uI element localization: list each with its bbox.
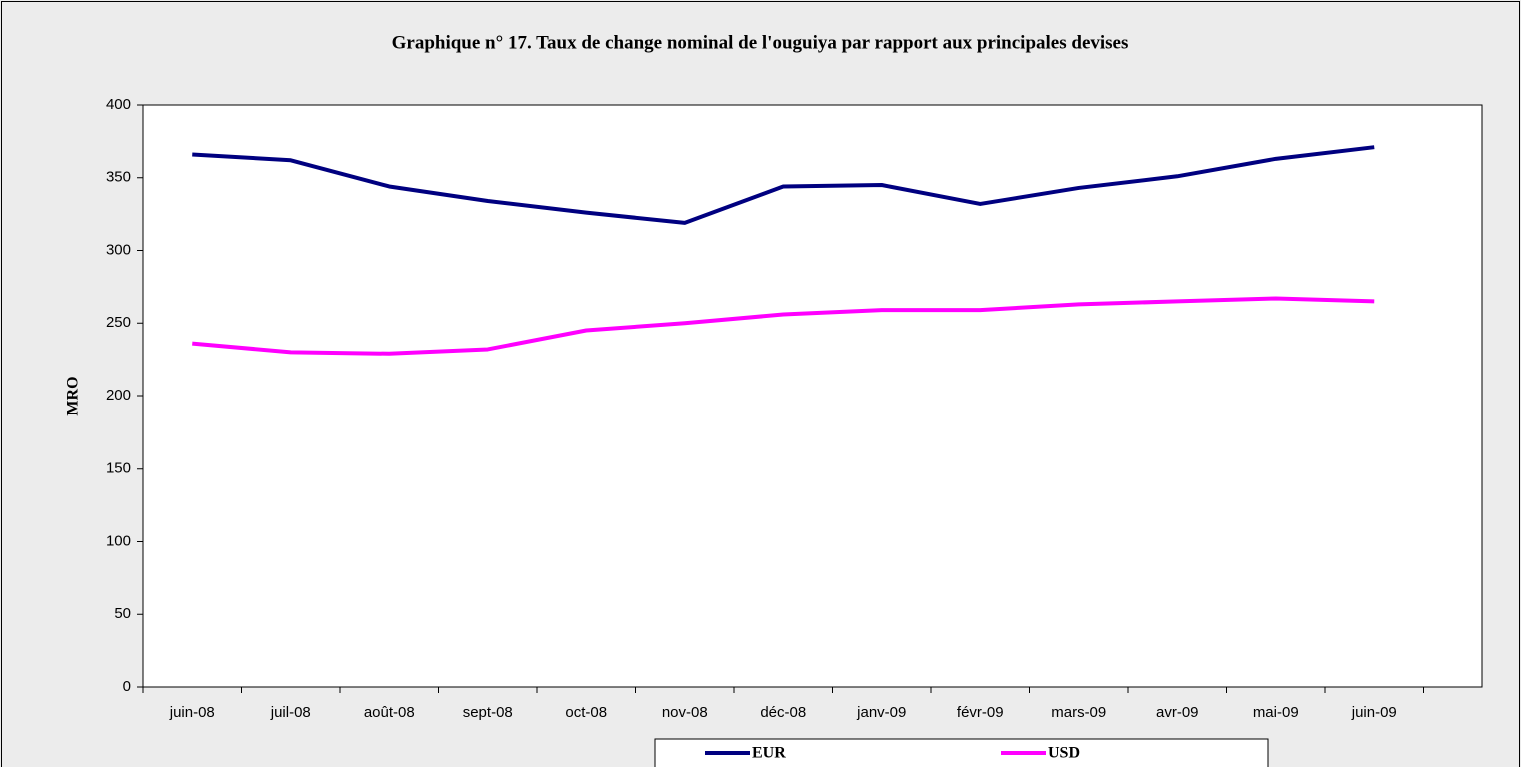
y-tick-label: 400 — [106, 96, 131, 113]
x-tick-label: nov-08 — [662, 704, 708, 721]
x-tick-label: juin-09 — [1351, 704, 1397, 721]
legend-label: EUR — [752, 745, 786, 762]
y-tick-label: 100 — [106, 532, 131, 549]
x-tick-label: avr-09 — [1156, 704, 1199, 721]
x-tick-label: janv-09 — [856, 704, 906, 721]
y-tick-label: 300 — [106, 241, 131, 258]
y-tick-label: 200 — [106, 387, 131, 404]
line-series — [192, 296, 1375, 356]
y-tick-label: 350 — [106, 169, 131, 186]
x-tick-label: déc-08 — [760, 704, 806, 721]
x-tick-label: oct-08 — [565, 704, 607, 721]
plot-area — [142, 104, 1483, 688]
y-tick-label: 150 — [106, 460, 131, 477]
legend-label: USD — [1048, 745, 1080, 762]
x-tick-label: févr-09 — [957, 704, 1004, 721]
x-tick-label: sept-08 — [463, 704, 513, 721]
x-tick-label: juil-08 — [270, 704, 311, 721]
x-tick-label: août-08 — [364, 704, 415, 721]
x-tick-label: juin-08 — [169, 704, 215, 721]
legend-box — [654, 738, 1269, 767]
line-series — [192, 145, 1375, 225]
y-axis-label: MRO — [65, 376, 82, 415]
y-tick-label: 0 — [123, 678, 131, 695]
chart-title: Graphique n° 17. Taux de change nominal … — [392, 32, 1129, 53]
x-tick-label: mai-09 — [1253, 704, 1299, 721]
y-tick-label: 250 — [106, 314, 131, 331]
x-tick-label: mars-09 — [1051, 704, 1106, 721]
y-tick-label: 50 — [114, 605, 131, 622]
